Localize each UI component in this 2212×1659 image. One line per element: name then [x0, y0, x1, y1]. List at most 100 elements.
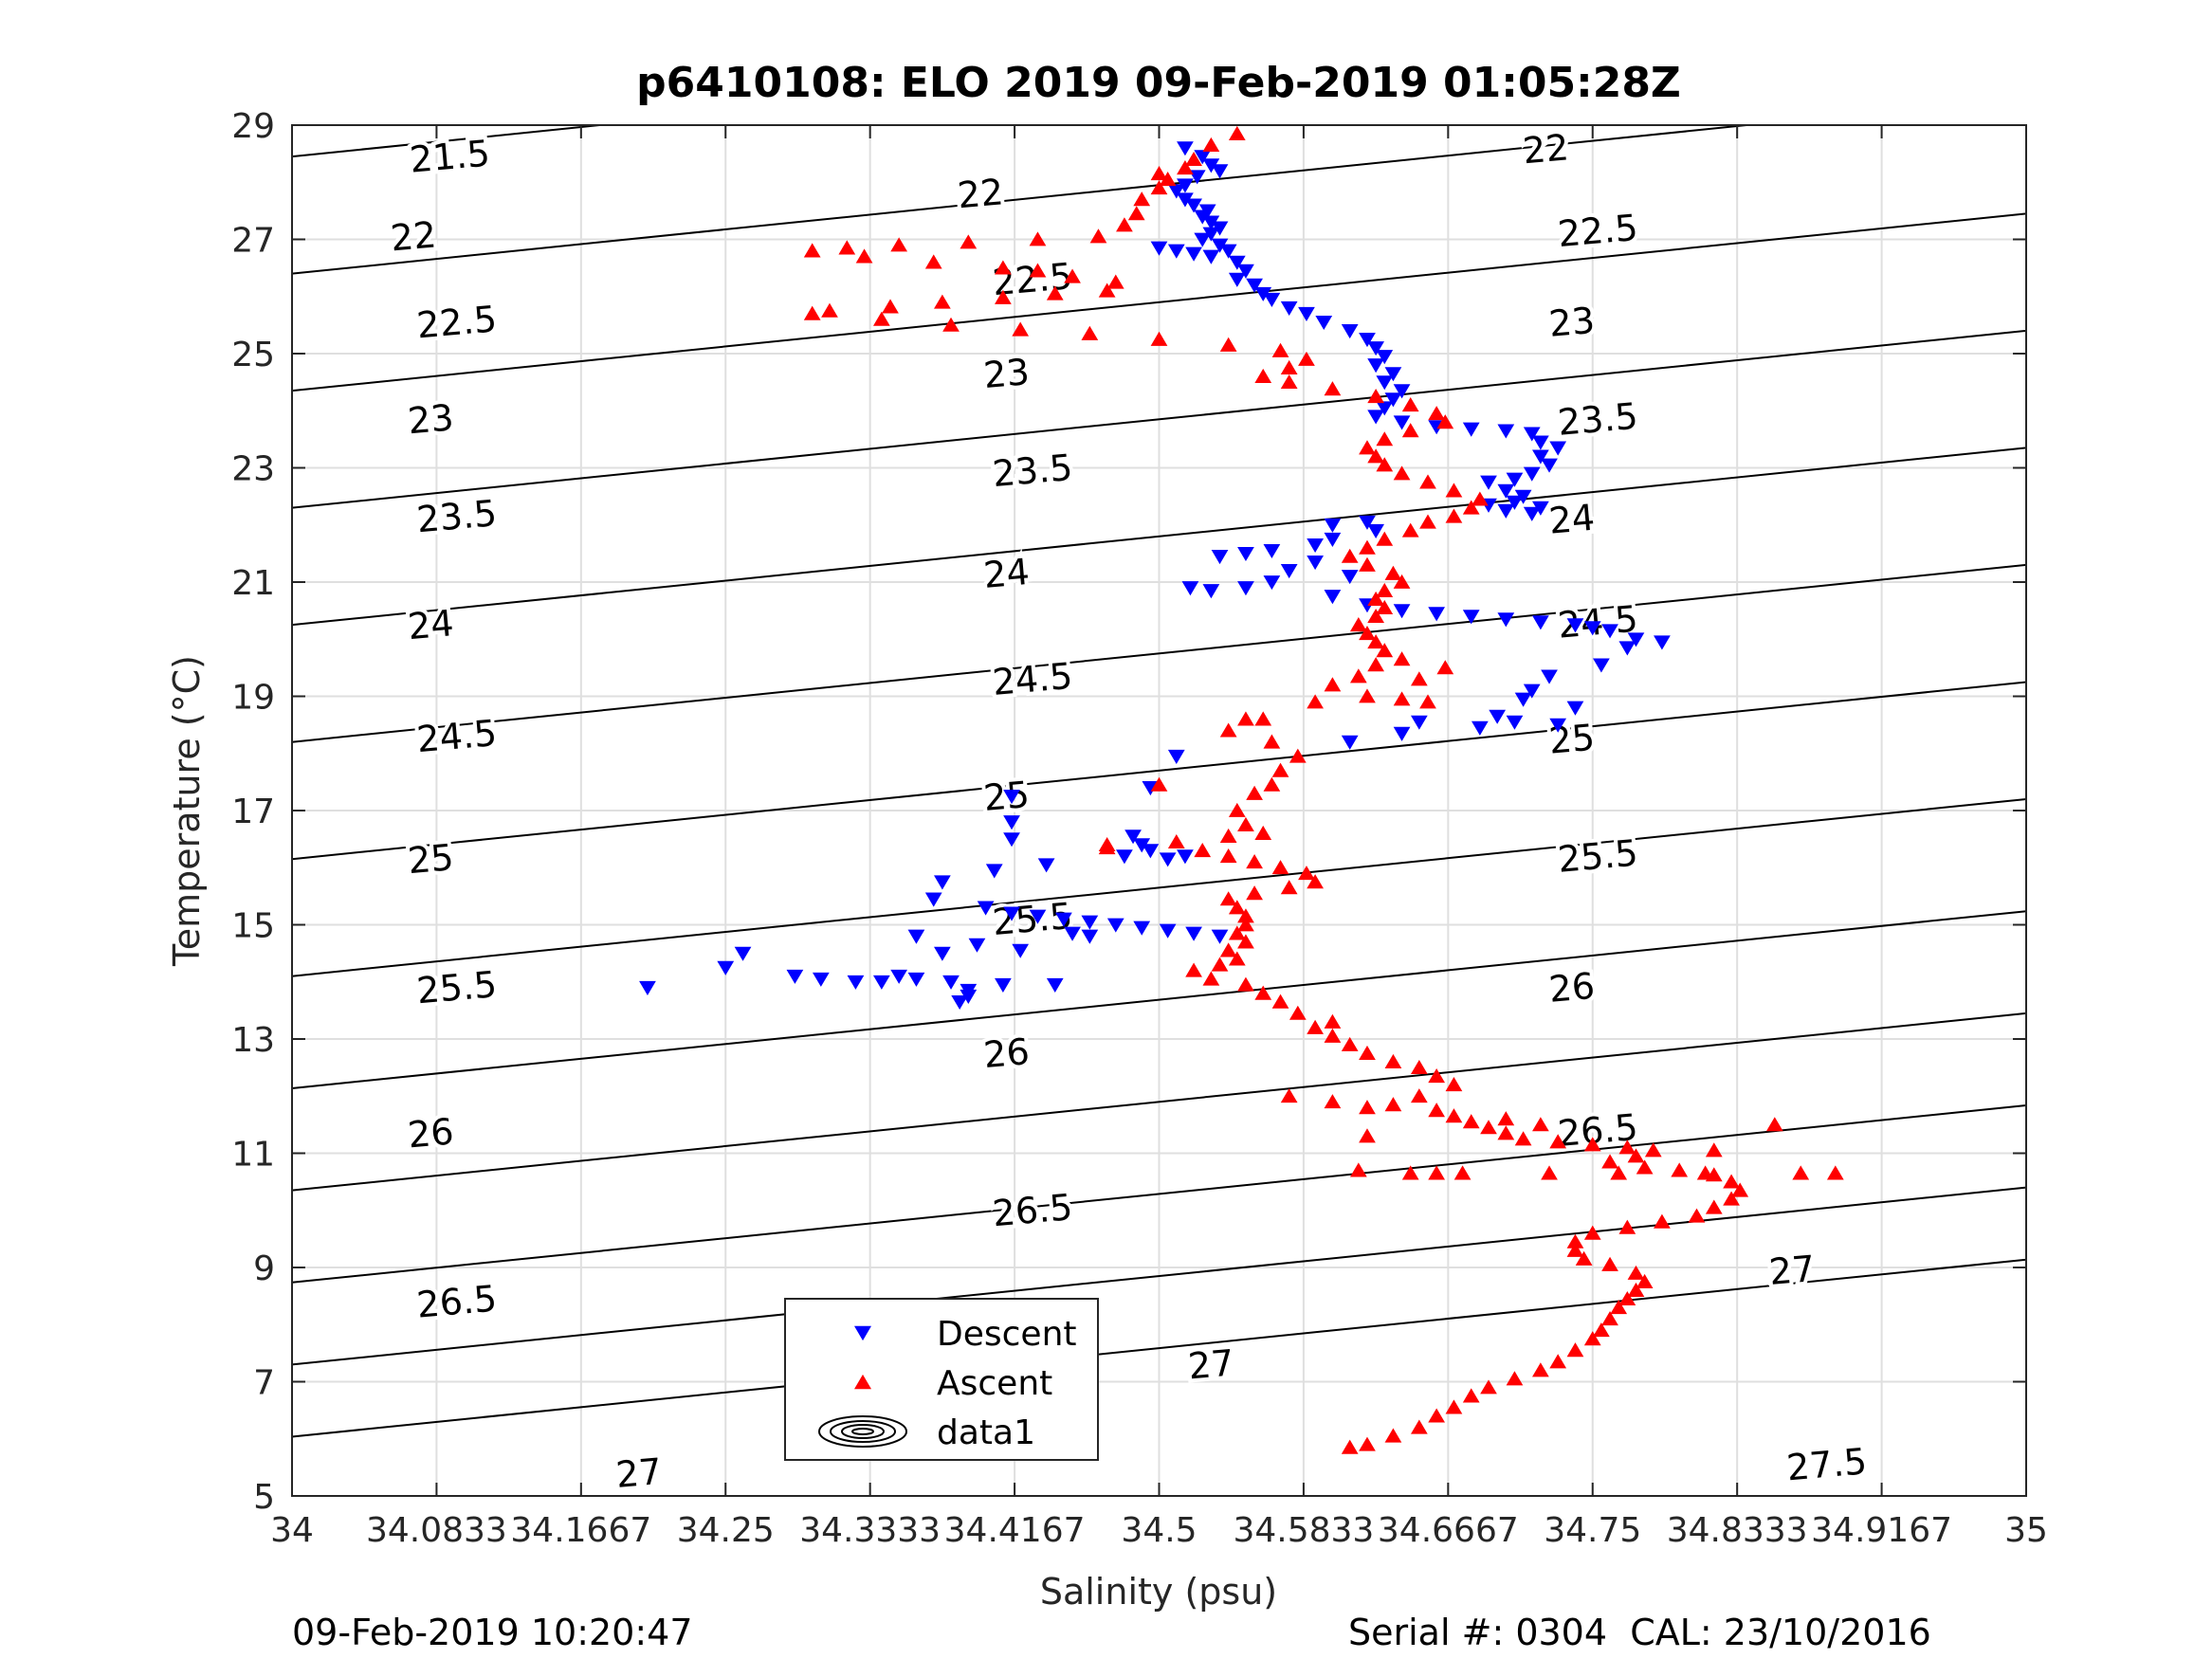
descent-point: [1541, 458, 1558, 473]
isopycnal-line: [292, 1186, 2026, 1366]
series-ascent: [803, 125, 1844, 1454]
contour-label: 25.5: [415, 963, 499, 1012]
ascent-point: [1219, 722, 1237, 738]
ascent-point: [1393, 465, 1411, 481]
ascent-point: [1228, 925, 1246, 940]
descent-point: [1480, 475, 1497, 490]
descent-point: [1064, 926, 1081, 941]
ascent-point: [1428, 406, 1446, 421]
ascent-point: [803, 305, 821, 320]
descent-point: [1081, 929, 1099, 944]
descent-point: [968, 938, 986, 953]
ascent-point: [1506, 1371, 1524, 1386]
ascent-point: [1228, 125, 1246, 140]
descent-point: [1185, 246, 1202, 262]
ascent-point: [1541, 1165, 1558, 1180]
descent-point: [1549, 441, 1567, 456]
x-tick-label: 34: [270, 1511, 314, 1550]
ascent-point: [1410, 1088, 1428, 1103]
legend-entry-label: Ascent: [937, 1364, 1052, 1403]
ascent-point: [1307, 694, 1324, 709]
footer-serial-cal: Serial #: 0304 CAL: 23/10/2016: [1348, 1612, 1931, 1653]
ascent-point: [1367, 634, 1384, 649]
ascent-point: [1393, 574, 1411, 589]
ascent-point: [1359, 1100, 1376, 1115]
ascent-point: [1601, 1154, 1618, 1169]
contour-label: 25: [982, 774, 1032, 819]
ascent-point: [1029, 231, 1047, 246]
descent-point: [1497, 612, 1515, 628]
descent-point: [1003, 906, 1020, 921]
descent-point: [1384, 392, 1402, 408]
ascent-point: [1532, 1362, 1549, 1377]
descent-point: [1627, 632, 1645, 647]
ascent-point: [1462, 1114, 1480, 1129]
ascent-point: [1211, 957, 1229, 972]
contour-label: 24: [1547, 497, 1597, 542]
descent-point: [1341, 324, 1359, 339]
x-tick-label: 34.5: [1121, 1511, 1197, 1550]
ascent-point: [1194, 842, 1212, 858]
descent-point: [1307, 556, 1324, 571]
descent-point: [907, 929, 925, 944]
ascent-point: [1359, 688, 1376, 703]
ascent-point: [1324, 381, 1342, 396]
chart-title: p6410108: ELO 2019 09-Feb-2019 01:05:28Z: [636, 59, 1681, 107]
descent-point: [1046, 977, 1064, 993]
ascent-point: [1419, 514, 1436, 529]
descent-point: [1081, 915, 1099, 930]
data-series: [639, 125, 1844, 1454]
ascent-point: [1359, 1045, 1376, 1060]
grid-lines: [291, 124, 2027, 1497]
descent-point: [786, 969, 804, 984]
ascent-point: [1237, 934, 1254, 949]
ascent-point: [1636, 1159, 1654, 1175]
descent-point: [1376, 350, 1394, 365]
ascent-point: [821, 302, 838, 318]
descent-point: [1376, 401, 1394, 416]
ascent-point: [1384, 1053, 1402, 1068]
descent-point: [1393, 415, 1411, 430]
descent-point: [1428, 607, 1446, 622]
descent-point: [1106, 918, 1124, 933]
descent-point: [1532, 435, 1549, 450]
contour-label: 22: [1521, 126, 1570, 172]
ascent-point: [1428, 1408, 1446, 1423]
ascent-point: [1419, 474, 1436, 489]
ascent-point: [1098, 283, 1116, 298]
ascent-point: [1627, 1148, 1645, 1163]
contour-label: 26: [406, 1110, 455, 1156]
ascent-point: [1376, 643, 1394, 658]
ascent-point: [1731, 1182, 1749, 1197]
descent-point: [934, 875, 951, 890]
descent-point: [1116, 849, 1133, 865]
descent-point: [1506, 715, 1524, 730]
ascent-point: [1150, 166, 1168, 181]
contour-label: 22.5: [415, 298, 499, 346]
ascent-point: [1471, 491, 1489, 506]
descent-point: [1341, 570, 1359, 585]
ascent-point: [1654, 1213, 1671, 1229]
ascent-point: [1610, 1299, 1628, 1315]
ascent-point: [1359, 556, 1376, 572]
legend-contour-marker: [830, 1420, 896, 1443]
ascent-point: [1436, 414, 1454, 429]
isopycnal-line: [292, 797, 2026, 977]
ascent-point: [1263, 734, 1281, 749]
descent-point: [1497, 424, 1515, 439]
isopycnal-line: [292, 910, 2026, 1089]
contour-label: 27: [614, 1450, 664, 1496]
descent-point: [1185, 198, 1202, 213]
y-tick-label: 25: [231, 336, 275, 374]
y-tick-label: 17: [231, 793, 275, 831]
descent-point: [1237, 264, 1254, 279]
descent-point: [1376, 375, 1394, 391]
contour-label: 23.5: [991, 447, 1074, 495]
ascent-point: [1219, 891, 1237, 906]
ascent-point: [1462, 500, 1480, 515]
y-tick-label: 21: [231, 564, 275, 603]
ascent-point: [1453, 1165, 1472, 1180]
ascent-point: [1514, 1131, 1532, 1146]
descent-point: [1298, 306, 1315, 322]
